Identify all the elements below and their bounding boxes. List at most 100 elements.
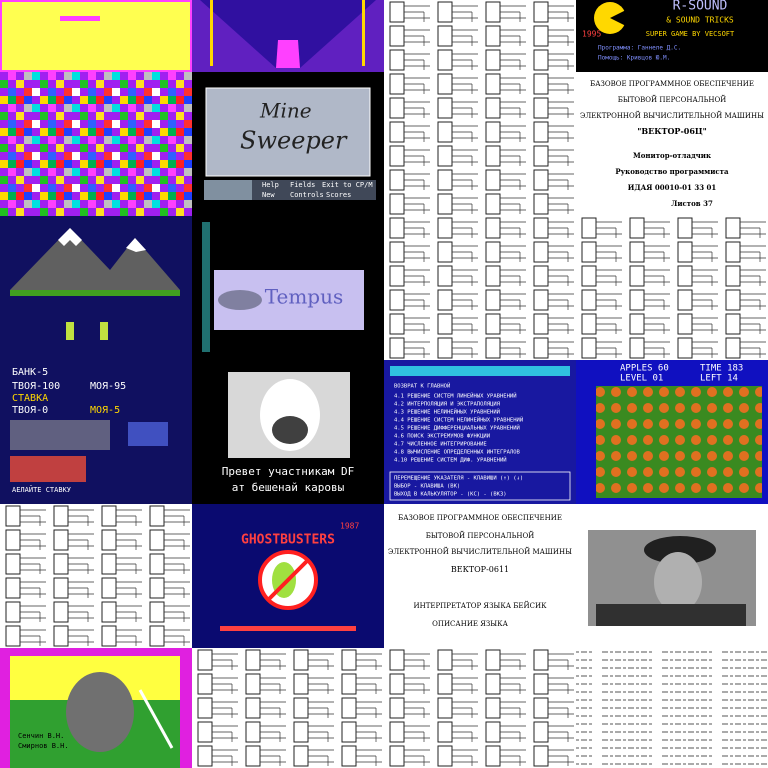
menu-item: 4.4 РЕШЕНИЕ СИСТЕМ НЕЛИНЕЙНЫХ УРАВНЕНИЙ <box>394 417 523 424</box>
tile-monitor-doc: БАЗОВОЕ ПРОГРАММНОЕ ОБЕСПЕЧЕНИЕ БЫТОВОЙ … <box>576 72 768 216</box>
tile-apples-shape <box>596 386 762 498</box>
tile-bank-game-shape <box>10 456 86 482</box>
doc-line: ИДАЯ 00010-01 33 01 <box>628 183 717 192</box>
tile-ninja-shape <box>138 689 174 749</box>
tile-ninja-shape <box>66 672 134 752</box>
tile-mountains-shape <box>126 238 146 252</box>
tile-monitor-doc-shape <box>576 72 768 216</box>
game-text: ТВОЯ-100 <box>12 381 60 392</box>
tile-bank-game: БАНК-5 ТВОЯ-100 МОЯ-95 СТАВКА ТВОЯ-0 МОЯ… <box>0 360 192 504</box>
tile-tempus-shape <box>218 290 262 310</box>
tile-r-sound-shape <box>610 8 630 28</box>
doc-line: ЭЛЕКТРОННОЙ ВЫЧИСЛИТЕЛЬНОЙ МАШИНЫ <box>388 547 572 556</box>
tile-mountains-shape <box>100 322 108 340</box>
hud: LEFT 14 <box>700 374 738 384</box>
tile-photo-shape <box>596 604 746 626</box>
tile-bank-game-shape <box>10 420 110 450</box>
tile-math-menu: ВОЗВРАТ К ГЛАВНОЙ 4.1 РЕШЕНИЕ СИСТЕМ ЛИН… <box>384 360 576 504</box>
tile-schematic <box>192 648 384 768</box>
tile-tempus: Tempus <box>192 216 384 360</box>
tile-schematic <box>0 504 192 648</box>
tile-schematic <box>384 216 576 360</box>
credit: Смирнов В.Н. <box>18 742 69 750</box>
logo: Sweeper <box>240 127 348 155</box>
credit: Сенчин В.Н. <box>18 732 64 740</box>
tile-ghostbusters-shape <box>220 626 356 631</box>
caption: Превет участникам DF <box>222 465 354 478</box>
menu-item: Fields <box>290 181 315 189</box>
doc-line: ОПИСАНИЕ ЯЗЫКА <box>432 620 508 628</box>
tile-yellow <box>0 0 194 74</box>
logo: Mine <box>259 99 312 123</box>
tile-perspective-shape <box>362 0 365 66</box>
menu-item: 4.8 ВЫЧИСЛЕНИЕ ОПРЕДЕЛЕННЫХ ИНТЕГРАЛОВ <box>394 450 521 456</box>
tile-photo-shape <box>644 536 716 564</box>
tile-basic-doc: БАЗОВОЕ ПРОГРАММНОЕ ОБЕСПЕЧЕНИЕ БЫТОВОЙ … <box>384 504 576 648</box>
credit: SUPER GAME BY VECSOFT <box>646 30 735 38</box>
hud: TIME 183 <box>700 364 743 374</box>
tile-schematic <box>384 72 576 216</box>
tile-math-menu-shape <box>390 366 570 376</box>
tile-r-sound: R-SOUND & SOUND TRICKS 1995 SUPER GAME B… <box>576 0 768 72</box>
tile-document <box>576 648 768 768</box>
tile-ninja: Сенчин В.Н. Смирнов В.Н. <box>0 648 192 768</box>
doc-line: ЭЛЕКТРОННОЙ ВЫЧИСЛИТЕЛЬНОЙ МАШИНЫ <box>580 111 764 120</box>
doc-line: Листов 37 <box>671 199 713 208</box>
tile-noise <box>0 72 192 216</box>
year: 1995 <box>582 30 601 39</box>
tile-cow-shape <box>272 416 308 444</box>
menu-item: 4.7 ЧИСЛЕННОЕ ИНТЕГРИРОВАНИЕ <box>394 442 487 448</box>
doc-line: "ВЕКТОР-06Ц" <box>637 126 707 136</box>
logo: GHOSTBUSTERS <box>241 533 335 548</box>
menu-hint: ВЫБОР - КЛАВИША (ВК) <box>394 484 460 490</box>
game-text: АЕЛАЙТЕ СТАВКУ <box>12 485 71 494</box>
menu-item: New <box>262 191 275 199</box>
game-text: БАНК-5 <box>12 367 48 378</box>
hud: LEVEL 01 <box>620 374 663 384</box>
menu-item: 4.2 ИНТЕРПОЛЯЦИЯ И ЭКСТРАПОЛЯЦИЯ <box>394 402 501 408</box>
doc-line: Монитор-отладчик <box>633 151 711 160</box>
tile-minesweeper-shape <box>205 87 371 177</box>
tile-math-menu-shape <box>384 360 576 504</box>
tile-minesweeper: Mine Sweeper Help Fields Exit to CP/M Ne… <box>192 72 384 216</box>
credit: Программа: Ганнеле Д.С. <box>598 45 681 52</box>
doc-line: БАЗОВОЕ ПРОГРАММНОЕ ОБЕСПЕЧЕНИЕ <box>398 514 562 522</box>
tile-tempus-shape <box>202 222 210 352</box>
caption: ат бешенай каровы <box>232 481 345 494</box>
tile-minesweeper-shape <box>204 180 252 200</box>
tile-yellow-shape <box>0 0 192 72</box>
tile-basic-doc-shape <box>384 504 576 648</box>
tile-perspective-shape <box>200 0 376 68</box>
tile-schematic <box>384 648 576 768</box>
menu-item: Help <box>262 181 279 189</box>
menu-item: Exit to CP/M <box>322 181 373 189</box>
logo-text: R-SOUND <box>673 0 728 14</box>
tile-ghostbusters: 1987 GHOSTBUSTERS <box>192 504 384 648</box>
game-text: СТАВКА <box>12 393 48 404</box>
menu-item: Scores <box>326 191 351 199</box>
menu-item: 4.10 РЕШЕНИЕ СИСТЕМ ДИФ. УРАВНЕНИЙ <box>394 457 507 464</box>
tile-mountains-shape <box>10 290 180 296</box>
tile-bank-game-shape <box>128 422 168 446</box>
game-text: МОЯ-5 <box>90 405 120 416</box>
tile-mountains-shape <box>58 228 82 246</box>
hud: APPLES 60 <box>620 364 669 374</box>
tile-perspective <box>192 0 384 72</box>
tile-perspective-shape <box>210 0 213 66</box>
tile-apples: APPLES 60 TIME 183 LEVEL 01 LEFT 14 <box>576 360 768 504</box>
tile-photo-shape <box>654 552 702 612</box>
doc-line: БЫТОВОЙ ПЕРСОНАЛЬНОЙ <box>426 531 535 540</box>
tile-perspective-shape <box>276 40 300 68</box>
doc-line: ВЕКТОР-0611 <box>451 565 509 574</box>
doc-line: БЫТОВОЙ ПЕРСОНАЛЬНОЙ <box>618 95 727 104</box>
tile-schematic <box>576 216 768 360</box>
menu-item: ВОЗВРАТ К ГЛАВНОЙ <box>394 383 450 390</box>
tile-ghostbusters-shape <box>266 558 310 602</box>
logo: Tempus <box>265 285 344 309</box>
tile-minesweeper-shape <box>206 88 370 176</box>
tile-math-menu-shape <box>389 471 571 501</box>
tile-photo <box>576 504 768 648</box>
menu-item: Controls <box>290 191 324 199</box>
